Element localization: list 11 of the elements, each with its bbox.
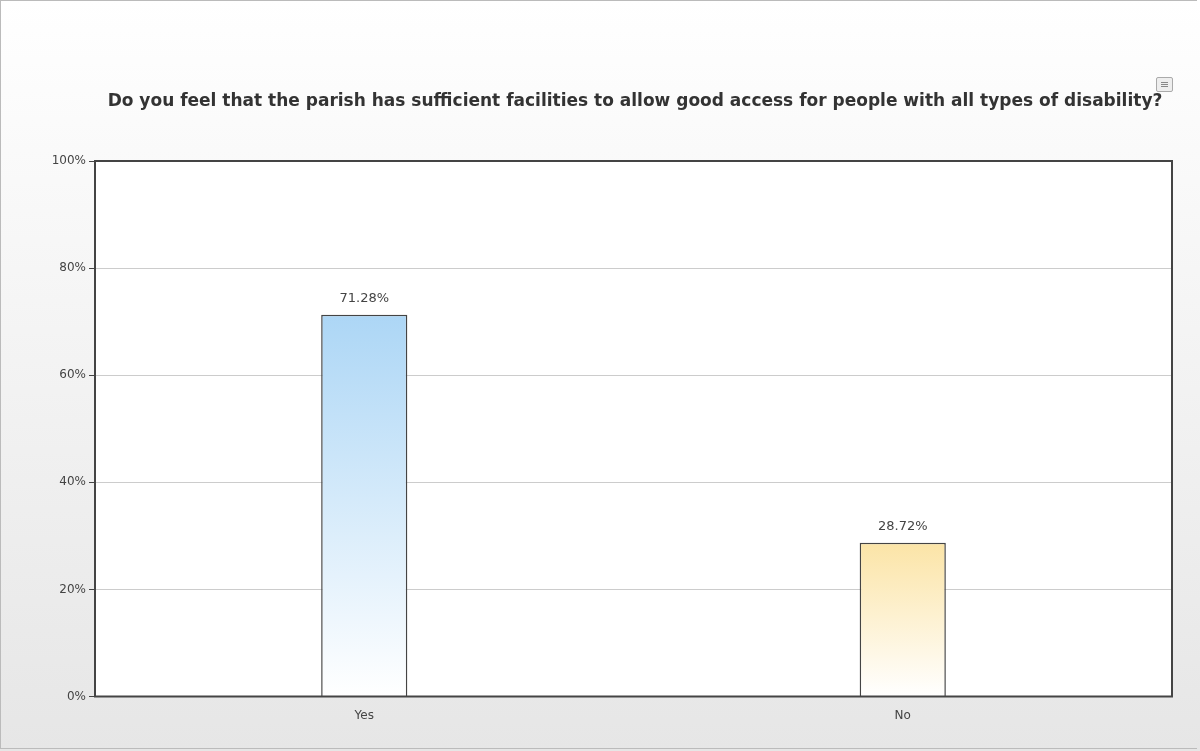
y-tick-label: 60% <box>59 367 86 382</box>
x-tick-label: No <box>894 707 911 722</box>
chart-title: Do you feel that the parish has sufficient facilities to allow good access for people with all types of disability? <box>106 89 1164 112</box>
y-tick-label: 40% <box>59 474 86 489</box>
y-tick-label: 20% <box>59 581 86 596</box>
data-label: 71.28% <box>339 289 390 305</box>
y-tick-label: 80% <box>59 260 86 275</box>
y-tick-label: 100% <box>51 153 86 168</box>
data-label: 28.72% <box>877 517 928 533</box>
x-tick-label: Yes <box>353 707 374 722</box>
y-tick-label: 0% <box>66 688 86 703</box>
